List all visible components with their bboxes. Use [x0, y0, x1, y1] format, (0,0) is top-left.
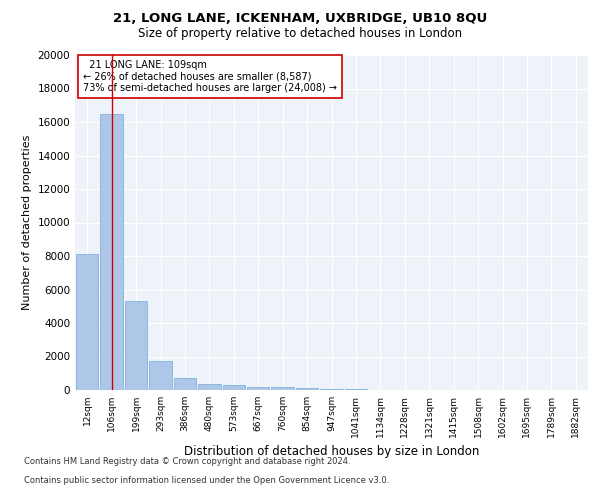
Text: Size of property relative to detached houses in London: Size of property relative to detached ho… [138, 28, 462, 40]
Bar [173, 378, 196, 390]
Bar [247, 386, 269, 390]
Text: Contains public sector information licensed under the Open Government Licence v3: Contains public sector information licen… [24, 476, 389, 485]
Text: Contains HM Land Registry data © Crown copyright and database right 2024.: Contains HM Land Registry data © Crown c… [24, 458, 350, 466]
Bar [296, 388, 319, 390]
Y-axis label: Number of detached properties: Number of detached properties [22, 135, 32, 310]
Bar [223, 386, 245, 390]
Bar [198, 384, 221, 390]
Bar [271, 388, 294, 390]
Bar [320, 389, 343, 390]
Bar [76, 254, 98, 390]
Bar [149, 360, 172, 390]
Bar [100, 114, 123, 390]
Bar [125, 301, 148, 390]
Text: 21, LONG LANE, ICKENHAM, UXBRIDGE, UB10 8QU: 21, LONG LANE, ICKENHAM, UXBRIDGE, UB10 … [113, 12, 487, 26]
Text: 21 LONG LANE: 109sqm
← 26% of detached houses are smaller (8,587)
73% of semi-de: 21 LONG LANE: 109sqm ← 26% of detached h… [83, 60, 337, 93]
X-axis label: Distribution of detached houses by size in London: Distribution of detached houses by size … [184, 446, 479, 458]
